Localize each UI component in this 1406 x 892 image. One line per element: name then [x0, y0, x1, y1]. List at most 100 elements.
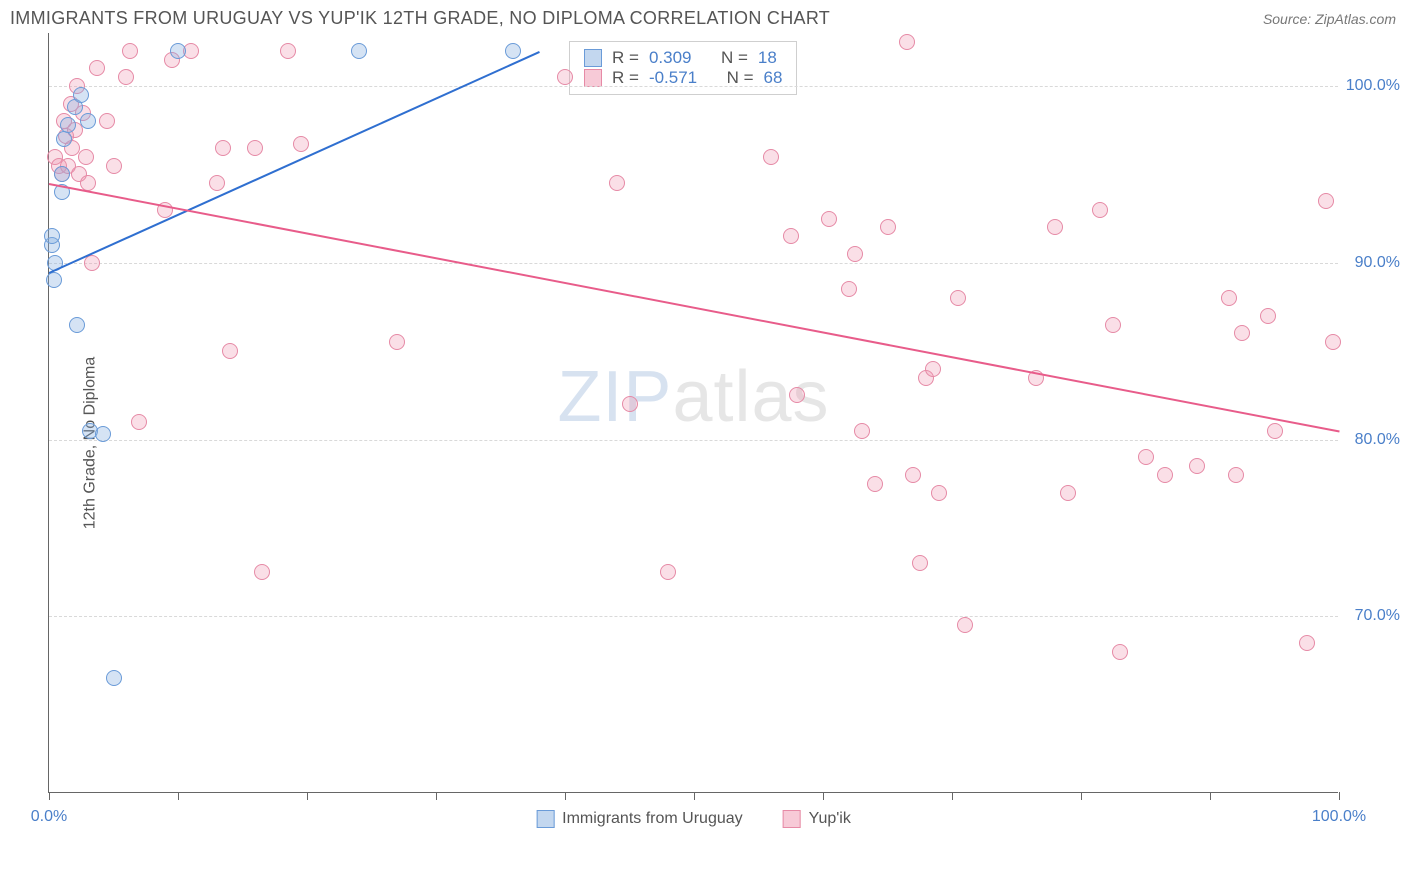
swatch-pink-icon [783, 810, 801, 828]
data-point-blue [54, 166, 70, 182]
x-tick [1210, 792, 1211, 800]
x-tick-label-left: 0.0% [31, 808, 67, 826]
x-tick [1081, 792, 1082, 800]
data-point-pink [957, 617, 973, 633]
data-point-blue [69, 317, 85, 333]
data-point-blue [80, 113, 96, 129]
data-point-pink [1299, 635, 1315, 651]
data-point-pink [880, 219, 896, 235]
data-point-pink [609, 175, 625, 191]
swatch-pink-icon [584, 69, 602, 87]
x-tick [565, 792, 566, 800]
data-point-blue [351, 43, 367, 59]
y-tick-label: 100.0% [1346, 77, 1400, 95]
data-point-pink [106, 158, 122, 174]
gridline [49, 440, 1338, 441]
y-tick-label: 90.0% [1355, 254, 1400, 272]
data-point-blue [60, 117, 76, 133]
data-point-pink [854, 423, 870, 439]
swatch-blue-icon [536, 810, 554, 828]
data-point-pink [280, 43, 296, 59]
data-point-pink [122, 43, 138, 59]
n-value-blue: 18 [758, 48, 777, 68]
data-point-pink [1189, 458, 1205, 474]
data-point-blue [505, 43, 521, 59]
chart-title: IMMIGRANTS FROM URUGUAY VS YUP'IK 12TH G… [10, 8, 830, 29]
x-tick [436, 792, 437, 800]
data-point-pink [1112, 644, 1128, 660]
r-label: R = [612, 68, 639, 88]
data-point-pink [389, 334, 405, 350]
y-tick-label: 80.0% [1355, 431, 1400, 449]
data-point-pink [1060, 485, 1076, 501]
y-tick-label: 70.0% [1355, 607, 1400, 625]
data-point-pink [1318, 193, 1334, 209]
data-point-pink [899, 34, 915, 50]
legend-item-pink: Yup'ik [783, 810, 851, 828]
data-point-pink [1267, 423, 1283, 439]
data-point-pink [209, 175, 225, 191]
data-point-pink [1221, 290, 1237, 306]
trendline-pink [49, 183, 1339, 432]
data-point-pink [1157, 467, 1173, 483]
stats-row-blue: R = 0.309 N = 18 [584, 48, 782, 68]
n-label: N = [721, 48, 748, 68]
data-point-blue [73, 87, 89, 103]
data-point-pink [222, 343, 238, 359]
data-point-blue [170, 43, 186, 59]
data-point-pink [931, 485, 947, 501]
data-point-pink [1092, 202, 1108, 218]
data-point-pink [131, 414, 147, 430]
data-point-blue [95, 426, 111, 442]
data-point-pink [1047, 219, 1063, 235]
data-point-pink [118, 69, 134, 85]
r-value-blue: 0.309 [649, 48, 692, 68]
data-point-pink [1138, 449, 1154, 465]
x-tick [694, 792, 695, 800]
gridline [49, 86, 1338, 87]
gridline [49, 616, 1338, 617]
data-point-pink [1234, 325, 1250, 341]
data-point-pink [925, 361, 941, 377]
legend-bottom: Immigrants from Uruguay Yup'ik [536, 810, 851, 828]
data-point-pink [99, 113, 115, 129]
data-point-pink [783, 228, 799, 244]
data-point-pink [867, 476, 883, 492]
data-point-pink [622, 396, 638, 412]
data-point-pink [254, 564, 270, 580]
data-point-pink [215, 140, 231, 156]
data-point-pink [950, 290, 966, 306]
x-tick [49, 792, 50, 800]
x-tick [823, 792, 824, 800]
data-point-blue [106, 670, 122, 686]
data-point-pink [660, 564, 676, 580]
data-point-pink [905, 467, 921, 483]
stats-row-pink: R = -0.571 N = 68 [584, 68, 782, 88]
data-point-pink [293, 136, 309, 152]
data-point-blue [44, 228, 60, 244]
data-point-blue [56, 131, 72, 147]
data-point-pink [821, 211, 837, 227]
n-label: N = [727, 68, 754, 88]
legend-item-blue: Immigrants from Uruguay [536, 810, 743, 828]
x-tick [178, 792, 179, 800]
data-point-pink [1228, 467, 1244, 483]
x-tick [307, 792, 308, 800]
r-label: R = [612, 48, 639, 68]
x-tick [952, 792, 953, 800]
source-label: Source: ZipAtlas.com [1263, 11, 1396, 27]
data-point-pink [557, 69, 573, 85]
data-point-pink [1260, 308, 1276, 324]
chart-container: 12th Grade, No Diploma ZIPatlas R = 0.30… [10, 33, 1390, 853]
data-point-pink [89, 60, 105, 76]
data-point-pink [1105, 317, 1121, 333]
data-point-blue [46, 272, 62, 288]
x-tick-label-right: 100.0% [1312, 808, 1366, 826]
data-point-pink [847, 246, 863, 262]
data-point-pink [247, 140, 263, 156]
n-value-pink: 68 [764, 68, 783, 88]
x-tick [1339, 792, 1340, 800]
plot-area: ZIPatlas R = 0.309 N = 18 R = -0.571 N =… [48, 33, 1338, 793]
r-value-pink: -0.571 [649, 68, 697, 88]
legend-label-blue: Immigrants from Uruguay [562, 810, 743, 828]
